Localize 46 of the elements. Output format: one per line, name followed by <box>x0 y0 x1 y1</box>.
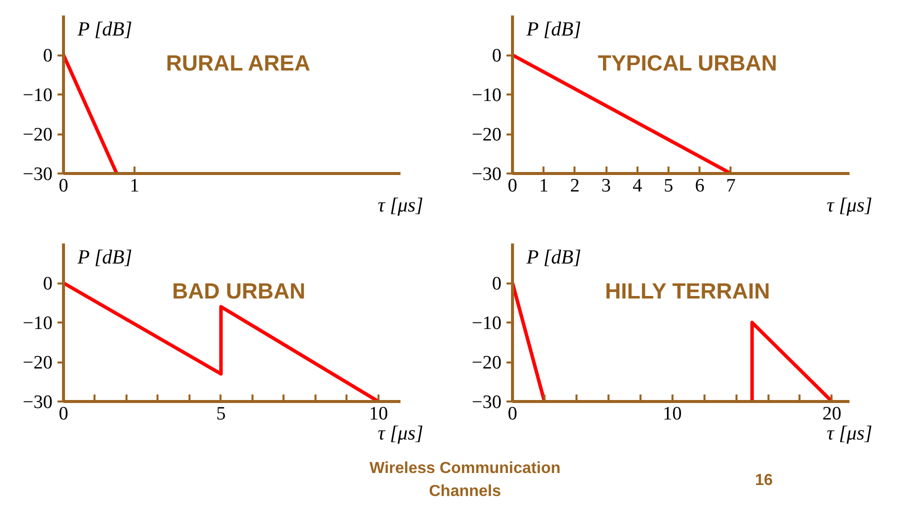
x-tick-label: 0 <box>508 176 518 196</box>
x-tick-label: 0 <box>58 176 68 196</box>
y-tick-label: −30 <box>22 392 53 413</box>
x-axis-title: τ [μs] <box>378 422 424 444</box>
x-tick-label: 6 <box>694 176 704 196</box>
x-tick-label: 5 <box>664 176 674 196</box>
y-tick-label: −20 <box>472 124 502 146</box>
text: BAD URBAN <box>172 278 306 304</box>
text: Wireless Communication Channels <box>368 459 562 502</box>
x-axis-title: τ [μs] <box>826 194 872 216</box>
x-axis-title: τ [μs] <box>378 194 424 216</box>
x-tick-label: 3 <box>601 176 611 196</box>
x-tick-label: 7 <box>726 176 736 196</box>
y-tick-label: −10 <box>22 313 53 334</box>
y-tick-label: −20 <box>472 352 502 374</box>
x-tick-label: 5 <box>216 404 226 424</box>
y-tick-label: 0 <box>43 274 52 294</box>
x-tick-label: 4 <box>632 176 643 196</box>
x-tick-label: 0 <box>508 404 518 424</box>
y-axis-title: P [dB] <box>76 246 132 268</box>
y-tick-label: −30 <box>22 164 53 185</box>
text: HILLY TERRAIN <box>605 278 770 304</box>
y-axis-title: P [dB] <box>526 246 582 268</box>
y-tick-label: −10 <box>472 313 502 334</box>
x-tick-label: 20 <box>822 404 842 424</box>
x-tick-label: 2 <box>570 176 580 196</box>
text: TYPICAL URBAN <box>598 50 778 76</box>
y-axis-title: P [dB] <box>526 18 582 40</box>
y-tick-label: 0 <box>43 46 52 66</box>
y-tick-label: −10 <box>472 85 502 106</box>
text: RURAL AREA <box>166 50 310 76</box>
y-tick-label: −30 <box>472 392 502 413</box>
x-axis-title: τ [μs] <box>826 422 872 444</box>
y-tick-label: −20 <box>22 124 53 146</box>
y-tick-label: 0 <box>492 46 502 66</box>
text: 16 <box>755 471 773 491</box>
x-tick-label: 10 <box>662 404 682 424</box>
x-tick-label: 0 <box>58 404 68 424</box>
y-tick-label: −10 <box>22 85 53 106</box>
x-tick-label: 1 <box>538 176 548 196</box>
y-tick-label: −30 <box>472 164 502 185</box>
x-tick-label: 1 <box>130 176 140 196</box>
y-axis-title: P [dB] <box>76 18 132 40</box>
x-tick-label: 10 <box>368 404 388 424</box>
y-tick-label: 0 <box>492 274 502 294</box>
y-tick-label: −20 <box>22 352 53 374</box>
